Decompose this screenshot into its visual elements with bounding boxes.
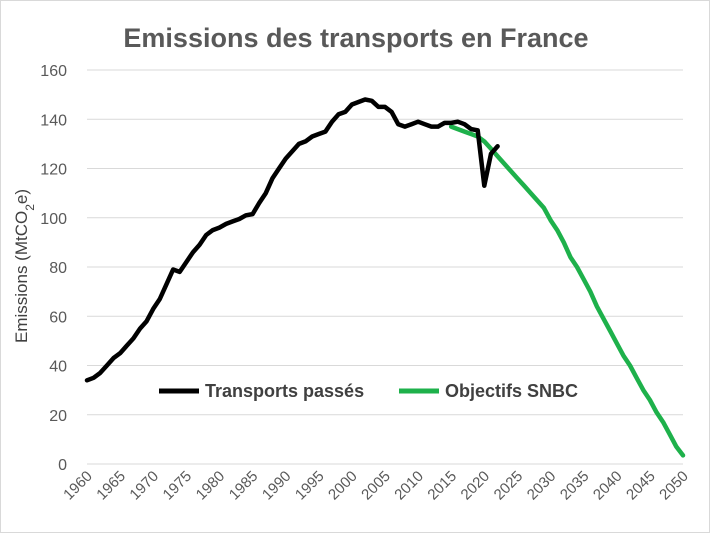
y-axis-tick-labels: 0 20 40 60 80 100 120 140 160 bbox=[40, 63, 67, 474]
x-tick-label: 2025 bbox=[491, 468, 527, 504]
x-tick-label: 2005 bbox=[358, 468, 394, 504]
x-tick-label: 2020 bbox=[458, 468, 494, 504]
x-tick-label: 1970 bbox=[126, 468, 162, 504]
x-tick-label: 1980 bbox=[193, 468, 229, 504]
y-tick-label: 100 bbox=[40, 211, 67, 228]
legend-label-transports-passes: Transports passés bbox=[205, 381, 364, 401]
series-line-transports-passes bbox=[84, 97, 500, 383]
x-tick-label: 2000 bbox=[325, 468, 361, 504]
y-tick-label: 140 bbox=[40, 112, 67, 129]
x-axis-tick-labels: 1960196519701975198019851990199520002005… bbox=[60, 468, 692, 504]
y-tick-label: 40 bbox=[49, 359, 67, 376]
x-tick-label: 1975 bbox=[160, 468, 196, 504]
y-tick-label: 20 bbox=[49, 408, 67, 425]
gridlines bbox=[87, 69, 683, 465]
legend-label-objectifs-snbc: Objectifs SNBC bbox=[445, 381, 578, 401]
series-lines bbox=[84, 97, 686, 458]
x-tick-label: 2030 bbox=[524, 468, 560, 504]
y-axis-label-prefix: Emissions (MtCO bbox=[12, 211, 31, 343]
y-tick-label: 80 bbox=[49, 260, 67, 277]
x-tick-label: 1965 bbox=[93, 468, 129, 504]
x-tick-label: 2035 bbox=[557, 468, 593, 504]
x-tick-label: 2045 bbox=[623, 468, 659, 504]
x-tick-label: 1985 bbox=[226, 468, 262, 504]
x-tick-label: 2010 bbox=[391, 468, 427, 504]
x-tick-label: 2050 bbox=[656, 468, 692, 504]
chart-title: Emissions des transports en France bbox=[123, 23, 588, 53]
legend: Transports passés Objectifs SNBC bbox=[159, 381, 578, 401]
y-tick-label: 0 bbox=[58, 457, 67, 474]
x-tick-label: 1990 bbox=[259, 468, 295, 504]
x-tick-label: 2015 bbox=[424, 468, 460, 504]
series-line-objectifs-snbc bbox=[448, 124, 686, 458]
x-tick-label: 2040 bbox=[590, 468, 626, 504]
y-axis-label-suffix: e) bbox=[12, 189, 31, 204]
y-axis-label: Emissions (MtCO2e) bbox=[12, 189, 37, 343]
y-tick-label: 160 bbox=[40, 63, 67, 80]
y-tick-label: 60 bbox=[49, 309, 67, 326]
y-axis-label-subscript: 2 bbox=[23, 204, 37, 211]
y-tick-label: 120 bbox=[40, 162, 67, 179]
x-tick-label: 1995 bbox=[292, 468, 328, 504]
